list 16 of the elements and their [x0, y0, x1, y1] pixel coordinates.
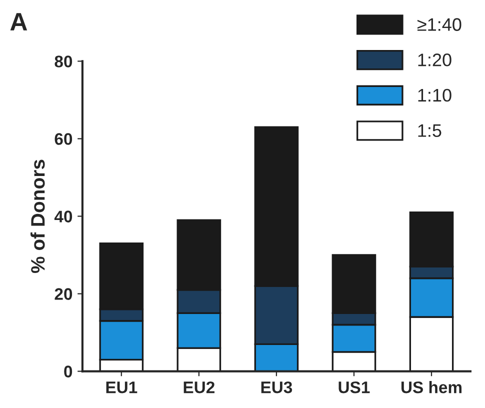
y-tick-label: 20 [54, 288, 72, 300]
x-tick-label: EU3 [261, 381, 292, 394]
y-tick-label: 80 [54, 56, 72, 68]
x-tick-label: US1 [338, 381, 370, 394]
legend-label: 1:5 [418, 124, 442, 137]
x-tick-label: EU1 [106, 382, 138, 394]
legend-label: 1:20 [418, 54, 452, 66]
legend-label: ≥1:40 [417, 18, 462, 31]
y-axis-title: % of Donors [30, 160, 45, 274]
legend-label: 1:10 [418, 88, 452, 102]
chart-title: A [10, 13, 28, 30]
x-tick-label: US hem [401, 381, 462, 394]
y-tick-label: 60 [54, 133, 72, 145]
y-tick-label: 40 [54, 210, 72, 222]
x-tick-label: EU2 [184, 381, 214, 394]
y-tick-label: 0 [64, 366, 72, 378]
